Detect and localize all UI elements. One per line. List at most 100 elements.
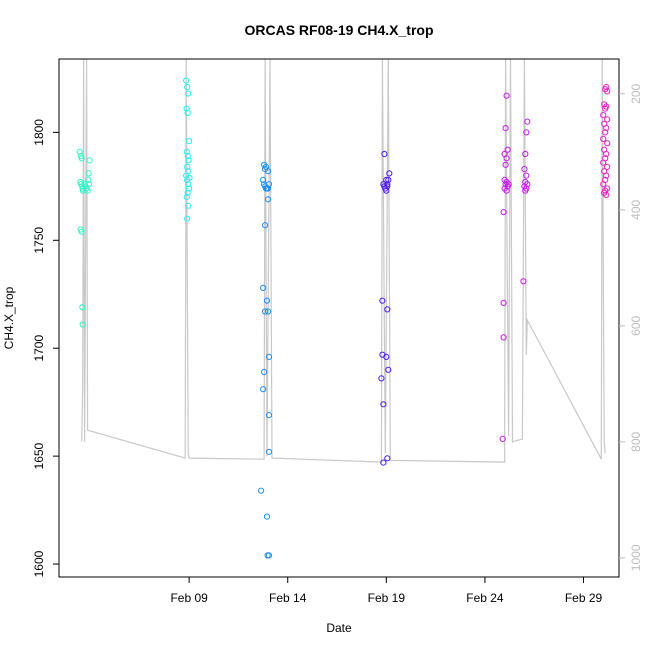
x-axis-label: Date: [326, 621, 352, 635]
data-point-series-5: [502, 161, 509, 168]
data-point-series-6: [600, 159, 607, 166]
y-tick-label: 1750: [32, 227, 46, 254]
data-point-series-5: [500, 334, 507, 341]
data-point-series-3: [265, 448, 273, 455]
data-point-series-3: [264, 185, 272, 192]
data-point-series-5: [500, 209, 507, 216]
data-point-series-2: [184, 215, 191, 222]
data-points: [76, 77, 611, 559]
data-point-series-5: [503, 155, 510, 162]
data-point-series-5: [500, 299, 507, 306]
data-point-series-2: [183, 77, 190, 84]
y-tick-label: 1650: [32, 442, 46, 469]
data-point-series-2: [183, 194, 190, 201]
chart-title: ORCAS RF08-19 CH4.X_trop: [244, 22, 433, 38]
data-point-series-2: [186, 137, 193, 145]
data-point-series-6: [604, 116, 611, 123]
data-point-series-5: [524, 118, 531, 125]
data-point-series-3: [265, 353, 273, 360]
data-point-series-4: [378, 375, 385, 382]
data-point-series-3: [260, 386, 267, 393]
data-point-series-3: [264, 308, 272, 315]
x-tick-label: Feb 24: [466, 591, 504, 605]
data-point-series-5: [504, 146, 511, 153]
data-point-series-4: [383, 176, 390, 183]
data-point-series-5: [503, 187, 510, 194]
data-point-series-3: [258, 487, 265, 494]
data-point-series-3: [264, 168, 272, 175]
data-point-series-5: [523, 172, 530, 179]
data-point-series-6: [600, 112, 607, 119]
data-point-series-4: [380, 181, 387, 188]
y-axis-label: CH4.X_trop: [2, 286, 16, 349]
x-tick-label: Feb 19: [368, 591, 406, 605]
data-point-series-3: [262, 222, 269, 229]
data-point-series-1: [84, 187, 91, 194]
data-point-series-1: [85, 176, 92, 183]
y2-tick-label: 200: [629, 83, 643, 103]
data-point-series-3: [261, 368, 268, 376]
data-point-series-4: [386, 170, 393, 177]
data-point-series-6: [600, 135, 607, 142]
data-point-series-5: [502, 125, 509, 132]
data-point-series-3: [263, 513, 271, 520]
data-point-series-3: [262, 308, 269, 315]
data-point-series-2: [185, 90, 192, 97]
data-point-series-2: [184, 153, 191, 160]
y-tick-label: 1800: [32, 119, 46, 146]
data-point-series-4: [384, 455, 391, 462]
data-point-series-4: [385, 366, 392, 373]
data-point-series-2: [183, 105, 190, 112]
data-point-series-2: [184, 163, 191, 170]
y-tick-label: 1700: [32, 335, 46, 362]
data-point-series-2: [183, 148, 190, 155]
data-point-series-6: [602, 187, 609, 194]
data-point-series-3: [265, 181, 273, 188]
data-point-series-1: [85, 170, 92, 177]
data-point-series-1: [79, 304, 86, 311]
data-point-series-4: [380, 401, 387, 408]
data-point-series-1: [78, 228, 85, 235]
data-point-series-5: [522, 187, 529, 194]
data-point-series-6: [604, 163, 611, 170]
data-point-series-3: [263, 297, 271, 304]
data-point-series-3: [264, 196, 272, 203]
axes: Feb 09 Feb 14 Feb 19 Feb 24 Feb 29 1600 1650 17…: [32, 58, 643, 605]
data-point-series-4: [383, 353, 390, 360]
data-point-series-1: [76, 148, 83, 155]
data-point-series-2: [185, 202, 192, 209]
y-tick-label: 1600: [32, 550, 46, 577]
data-point-series-2: [184, 109, 191, 117]
data-point-series-6: [600, 181, 607, 188]
data-point-series-4: [380, 459, 387, 466]
data-point-series-6: [604, 140, 611, 147]
data-point-series-3: [265, 412, 273, 419]
data-point-series-4: [379, 297, 386, 304]
data-point-series-2: [185, 157, 192, 164]
y2-tick-label: 800: [629, 432, 643, 452]
data-point-series-5: [523, 129, 530, 136]
x-tick-label: Feb 29: [565, 591, 603, 605]
data-point-series-4: [384, 306, 391, 313]
x-tick-label: Feb 14: [269, 591, 307, 605]
data-point-series-6: [603, 172, 610, 179]
data-point-series-5: [499, 435, 506, 442]
data-point-series-1: [78, 155, 85, 162]
data-point-series-3: [260, 176, 267, 183]
data-point-series-6: [603, 150, 610, 158]
x-tick-label: Feb 09: [170, 591, 208, 605]
data-point-series-5: [521, 166, 528, 173]
data-point-series-2: [186, 174, 193, 181]
data-point-series-3: [265, 552, 273, 559]
plot-frame: [58, 58, 620, 578]
data-point-series-6: [603, 125, 610, 132]
data-point-series-5: [522, 150, 529, 158]
data-point-series-6: [603, 191, 610, 199]
data-point-series-2: [185, 181, 192, 188]
data-point-series-5: [505, 181, 512, 188]
data-point-series-2: [184, 84, 191, 91]
data-point-series-4: [385, 176, 392, 183]
data-point-series-5: [503, 92, 510, 99]
data-point-series-1: [79, 321, 86, 328]
